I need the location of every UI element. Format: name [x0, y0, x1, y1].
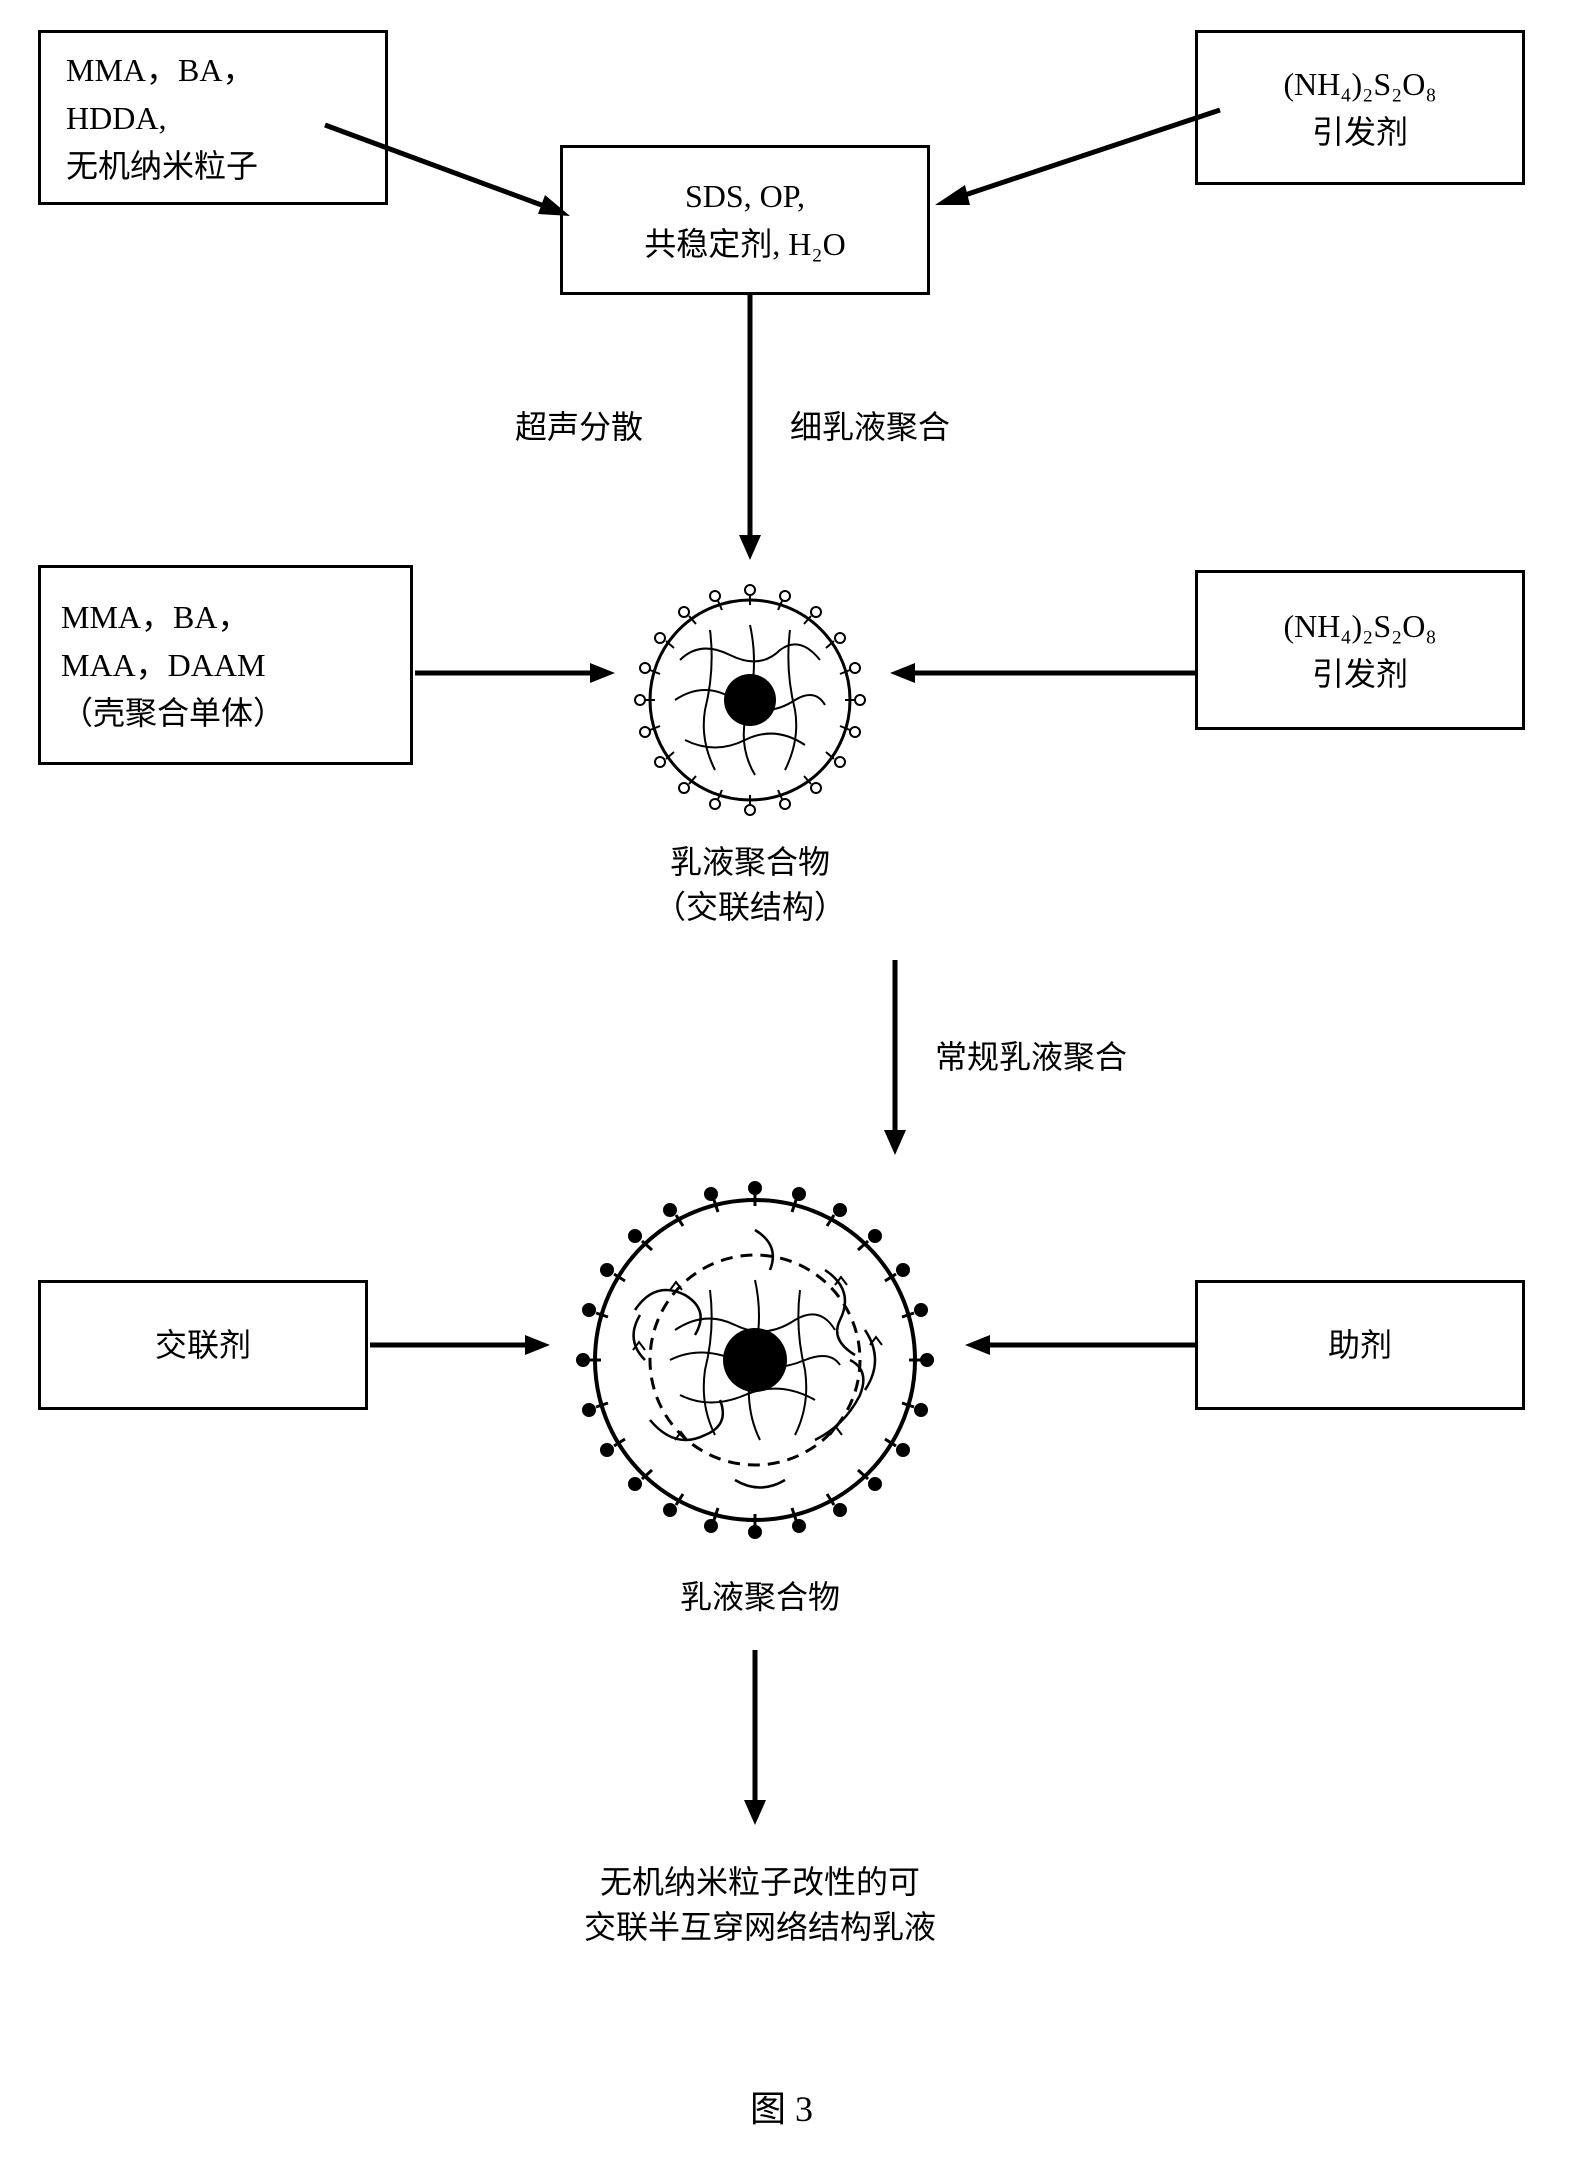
arrow-center-down: [735, 295, 765, 565]
text-line: 无机纳米粒子: [66, 142, 258, 190]
text-line: SDS, OP,: [685, 172, 805, 220]
box-initiator-mid: (NH₄)₂S₂O₈ 引发剂: [1195, 570, 1525, 730]
text-line: 助剂: [1328, 1321, 1392, 1369]
box-surfactants: SDS, OP, 共稳定剂, H₂O: [560, 145, 930, 295]
text-line: MMA，BA，: [66, 46, 254, 94]
arrow-p1-p2: [880, 960, 910, 1160]
arrow-p2-final: [740, 1650, 770, 1830]
particle-crosslinked: [620, 570, 880, 830]
text-line: MAA，DAAM: [61, 641, 265, 689]
arrow-mr-particle1: [880, 658, 1195, 688]
arrow-tl-center: [320, 120, 580, 230]
text-line: 引发剂: [1312, 650, 1408, 698]
label-ultrasonic: 超声分散: [515, 405, 643, 450]
arrow-crosslinker-p2: [370, 1330, 555, 1360]
text-line: (NH₄)₂S₂O₈: [1283, 602, 1436, 650]
text-line: 共稳定剂, H₂O: [644, 220, 845, 268]
text-line: 引发剂: [1312, 108, 1408, 156]
text-line: （壳聚合单体）: [61, 689, 285, 737]
text-line: HDDA,: [66, 94, 166, 142]
label-emulsion-polymer-2: 乳液聚合物: [655, 1575, 865, 1620]
text-line: (NH₄)₂S₂O₈: [1283, 60, 1436, 108]
text-line: MMA，BA，: [61, 593, 249, 641]
label-conventional-emulsion: 常规乳液聚合: [935, 1035, 1127, 1080]
box-initiator-top: (NH₄)₂S₂O₈ 引发剂: [1195, 30, 1525, 185]
label-mini-emulsion: 细乳液聚合: [790, 405, 950, 450]
box-auxiliary: 助剂: [1195, 1280, 1525, 1410]
arrow-tr-center: [920, 100, 1230, 220]
arrow-ml-particle1: [415, 658, 620, 688]
label-emulsion-polymer-1: 乳液聚合物 （交联结构）: [620, 840, 880, 930]
text-line: 交联剂: [155, 1321, 251, 1369]
box-crosslinker: 交联剂: [38, 1280, 368, 1410]
label-final-product: 无机纳米粒子改性的可 交联半互穿网络结构乳液: [520, 1860, 1000, 1950]
particle-core-shell: [555, 1160, 955, 1560]
arrow-aux-p2: [955, 1330, 1195, 1360]
figure-caption: 图 3: [750, 2080, 813, 2132]
box-shell-monomers: MMA，BA， MAA，DAAM （壳聚合单体）: [38, 565, 413, 765]
